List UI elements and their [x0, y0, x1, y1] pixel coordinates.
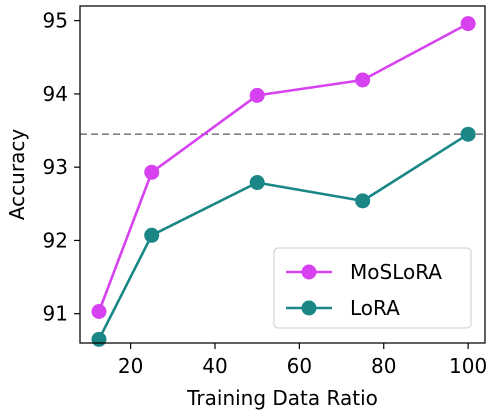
x-tick-label: 40: [202, 354, 227, 378]
y-tick-label: 92: [43, 228, 68, 252]
y-tick-label: 93: [43, 155, 68, 179]
y-tick-label: 91: [43, 302, 68, 326]
x-tick-label: 60: [287, 354, 312, 378]
data-point: [355, 72, 371, 88]
x-axis-label: Training Data Ratio: [186, 386, 378, 410]
data-point: [144, 164, 160, 180]
legend-marker: [301, 300, 317, 316]
plot-frame: [79, 5, 486, 344]
x-tick-label: 100: [449, 354, 487, 378]
legend-label: MoSLoRA: [350, 260, 442, 284]
y-tick-label: 94: [43, 82, 68, 106]
x-tick-label: 80: [371, 354, 396, 378]
x-tick-label: 20: [118, 354, 143, 378]
y-tick-label: 95: [43, 9, 68, 33]
y-axis-label: Accuracy: [5, 129, 29, 220]
series-moslora: [91, 16, 476, 319]
data-point: [91, 303, 107, 319]
legend: MoSLoRA LoRA: [273, 247, 472, 329]
legend-label: LoRA: [350, 296, 400, 320]
legend-marker: [301, 264, 317, 280]
tick-layer: 20 40 60 80 100 91 92 93 94 95: [43, 9, 488, 378]
data-point: [249, 87, 265, 103]
data-point: [91, 331, 107, 347]
data-point: [460, 16, 476, 32]
data-point: [355, 193, 371, 209]
data-point: [249, 175, 265, 191]
data-point: [460, 126, 476, 142]
data-point: [144, 227, 160, 243]
